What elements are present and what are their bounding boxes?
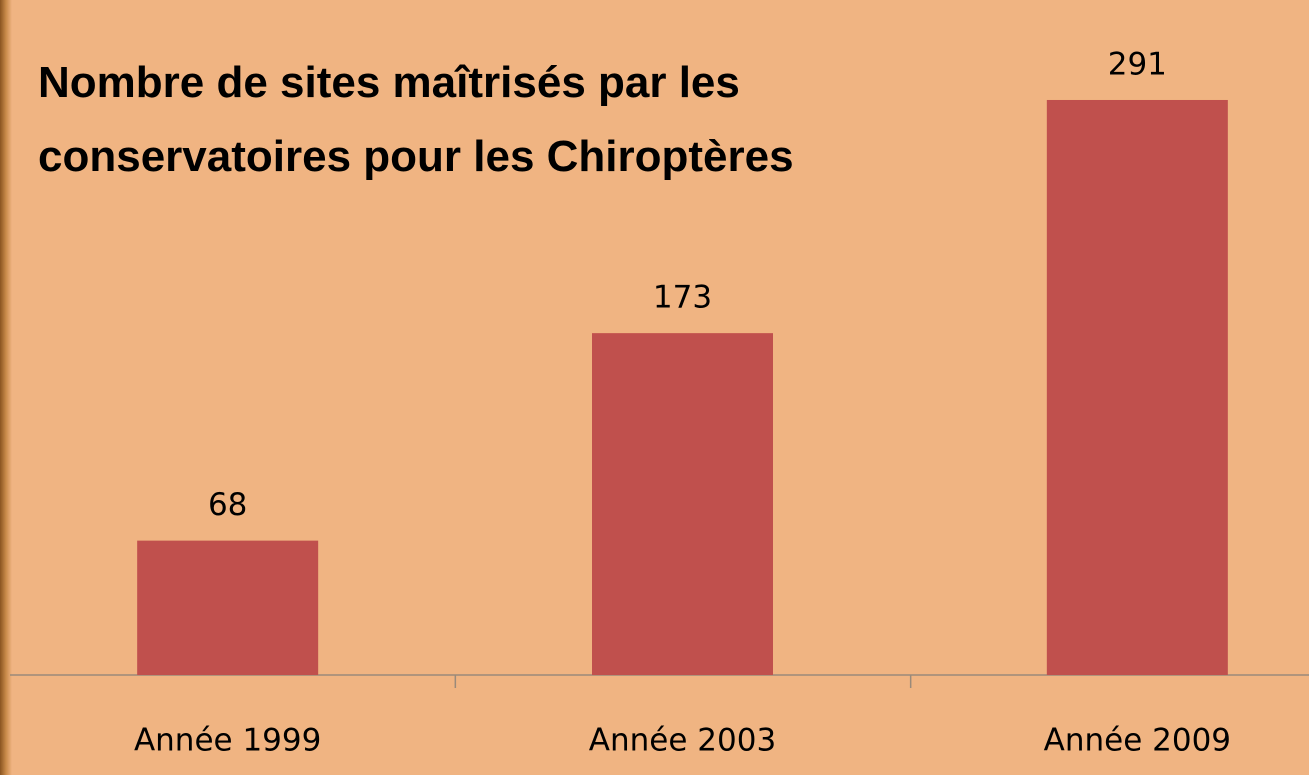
- x-tick-label: Année 2009: [1044, 723, 1231, 759]
- bar: [592, 333, 773, 675]
- bar: [137, 540, 319, 675]
- left-edge: [0, 0, 12, 775]
- chart-title: Nombre de sites maîtrisés par les conser…: [38, 58, 794, 181]
- x-tick-label: Année 2003: [589, 723, 776, 759]
- value-label: 291: [1108, 46, 1167, 82]
- value-label: 68: [208, 487, 247, 523]
- bar: [1046, 99, 1228, 675]
- value-label: 173: [653, 280, 712, 316]
- x-tick-label: Année 1999: [134, 723, 321, 759]
